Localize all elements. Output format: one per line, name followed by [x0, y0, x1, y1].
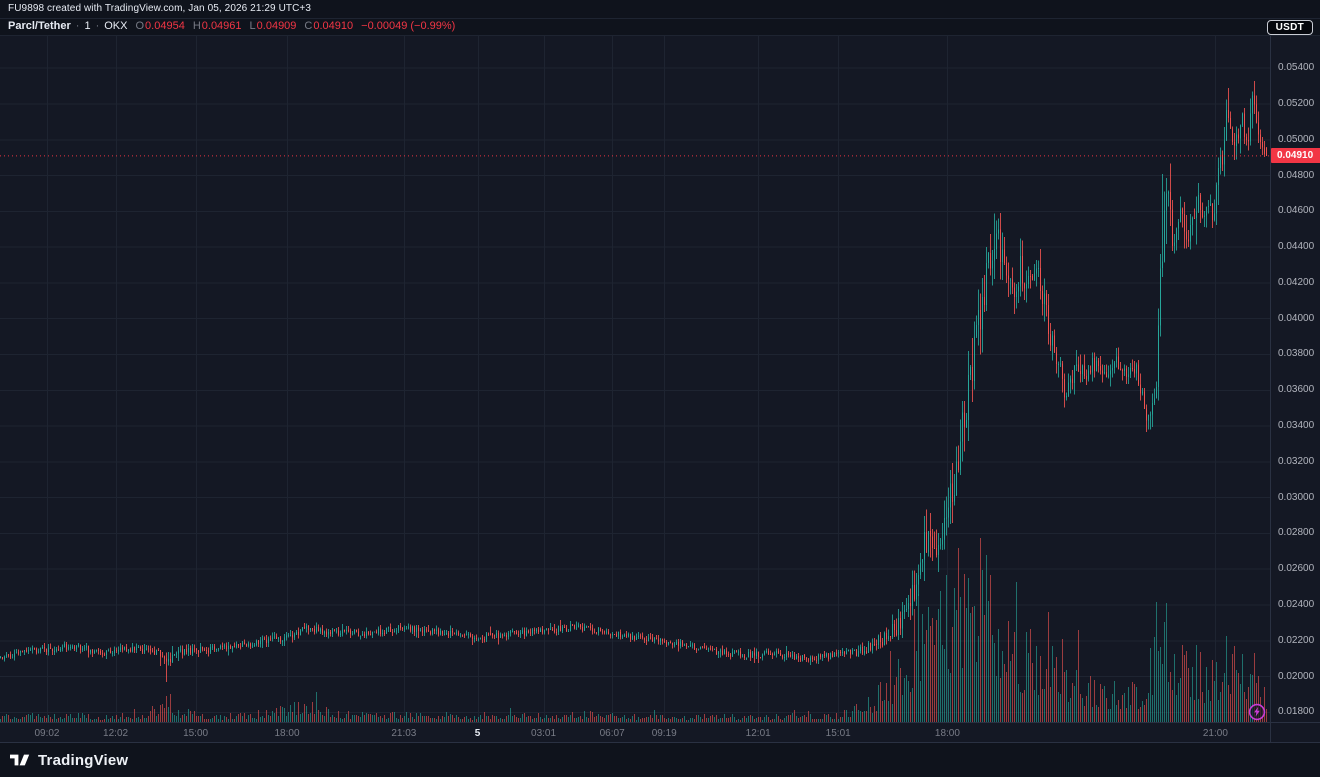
- tradingview-logo[interactable]: TradingView: [10, 752, 128, 769]
- time-tick-label: 09:02: [34, 728, 60, 739]
- price-tick-label: 0.02400: [1278, 598, 1315, 610]
- current-price-badge: 0.04910: [1271, 148, 1320, 164]
- time-tick-label: 18:00: [934, 728, 960, 739]
- chart-attribution-text: FU9898 created with TradingView.com, Jan…: [8, 3, 312, 14]
- ohlc-label: O: [135, 20, 145, 32]
- ohlc-values: O0.04954 H0.04961 L0.04909 C0.04910: [127, 20, 353, 32]
- exchange-label: OKX: [104, 20, 128, 32]
- ohlc-value: 0.04909: [256, 20, 297, 32]
- chart-plot-area[interactable]: [0, 36, 1270, 722]
- candlestick-chart[interactable]: [0, 36, 1270, 722]
- price-tick-label: 0.04000: [1278, 312, 1315, 324]
- price-tick-label: 0.04600: [1278, 205, 1315, 217]
- time-tick-label: 12:02: [103, 728, 129, 739]
- realtime-lightning-icon[interactable]: [1248, 703, 1266, 721]
- change-value: −0.00049 (−0.99%): [361, 20, 456, 32]
- price-tick-label: 0.03000: [1278, 491, 1315, 503]
- tradingview-logo-text: TradingView: [38, 751, 129, 769]
- time-tick-label: 12:01: [745, 728, 771, 739]
- legend-separator: ·: [75, 20, 80, 32]
- price-tick-label: 0.02000: [1278, 670, 1315, 682]
- time-axis[interactable]: 09:02 12:02 15:00 18:00 21:03 5 03:01 06:07 09:1…: [0, 722, 1320, 742]
- time-tick-label: 06:07: [599, 728, 625, 739]
- price-tick-label: 0.03400: [1278, 420, 1315, 432]
- time-tick-label: 5: [474, 728, 481, 739]
- time-tick-label: 18:00: [274, 728, 300, 739]
- ohlc-label: C: [304, 20, 313, 32]
- legend-bar: Parcl/Tether · 1 · OKX O0.04954 H0.04961 L…: [0, 19, 1320, 36]
- time-tick-label: 15:01: [825, 728, 851, 739]
- price-axis[interactable]: 0.05400 0.05200 0.05000 0.04800 0.04600 0.044…: [1270, 36, 1320, 742]
- ohlc-value: 0.04910: [313, 20, 354, 32]
- time-tick-label: 03:01: [531, 728, 557, 739]
- symbol-legend: Parcl/Tether · 1 · OKX O0.04954 H0.04961 L…: [8, 20, 455, 32]
- candle-series: [0, 81, 1267, 682]
- price-tick-label: 0.01800: [1278, 706, 1315, 718]
- interval-label: 1: [84, 20, 91, 32]
- ohlc-label: L: [249, 20, 256, 32]
- time-tick-label: 21:03: [391, 728, 417, 739]
- price-tick-label: 0.04800: [1278, 169, 1315, 181]
- price-tick-label: 0.02200: [1278, 634, 1315, 646]
- time-tick-label: 09:19: [651, 728, 677, 739]
- price-tick-label: 0.02600: [1278, 563, 1315, 575]
- price-tick-label: 0.02800: [1278, 527, 1315, 539]
- time-tick-label: 15:00: [183, 728, 209, 739]
- price-tick-label: 0.05000: [1278, 133, 1315, 145]
- ohlc-value: 0.04954: [145, 20, 185, 32]
- price-tick-label: 0.03600: [1278, 384, 1315, 396]
- ohlc-value: 0.04961: [201, 20, 242, 32]
- price-tick-label: 0.03200: [1278, 455, 1315, 467]
- volume-series: [0, 538, 1267, 722]
- price-tick-label: 0.03800: [1278, 348, 1315, 360]
- legend-separator: ·: [95, 20, 100, 32]
- footer-bar: TradingView: [0, 742, 1320, 777]
- time-tick-label: 21:00: [1202, 728, 1228, 739]
- price-tick-label: 0.05400: [1278, 62, 1315, 74]
- currency-toggle-button[interactable]: USDT: [1266, 20, 1313, 35]
- symbol-name: Parcl/Tether: [8, 20, 71, 32]
- top-watermark-bar: FU9898 created with TradingView.com, Jan…: [0, 0, 1320, 19]
- tradingview-logo-icon: [10, 754, 30, 766]
- price-tick-label: 0.05200: [1278, 97, 1315, 109]
- price-tick-label: 0.04400: [1278, 241, 1315, 253]
- ohlc-label: H: [192, 20, 201, 32]
- price-tick-label: 0.04200: [1278, 276, 1315, 288]
- grid-lines: [0, 36, 1270, 722]
